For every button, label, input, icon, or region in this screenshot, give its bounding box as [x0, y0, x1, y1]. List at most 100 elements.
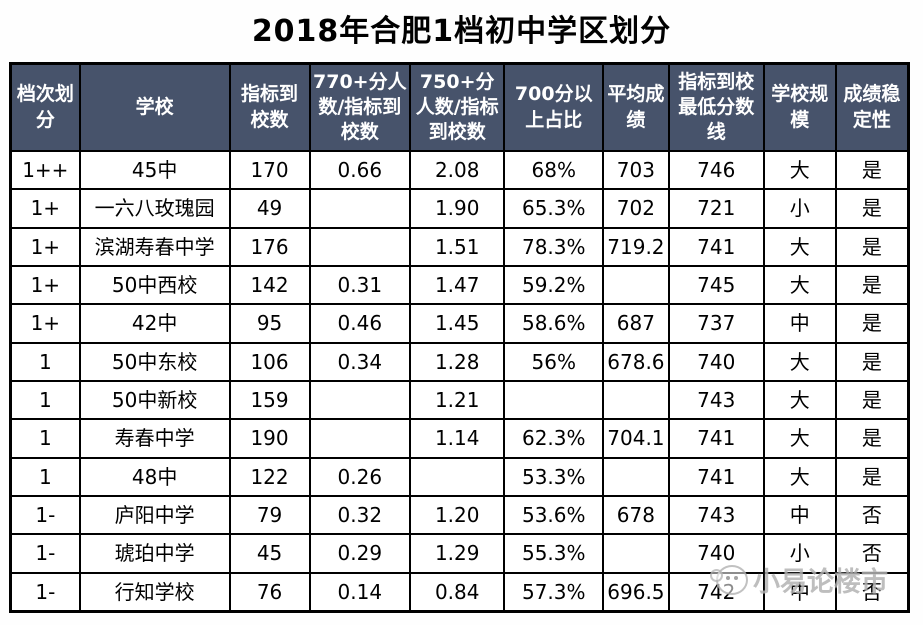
table-row: 1+ 42中 95 0.46 1.45 58.6% 687 737 中是 — [9, 303, 910, 344]
column-header-tier: 档次划分 — [9, 62, 81, 152]
table-cell: 1- — [9, 494, 81, 536]
table-cell: 49 — [228, 188, 311, 229]
table-cell: 1+ — [9, 226, 81, 267]
table-cell: 1.51 — [409, 226, 506, 267]
table-cell — [602, 379, 670, 421]
table-cell: 中 — [762, 571, 837, 613]
table-cell: 0.29 — [308, 533, 412, 574]
table-cell: 48中 — [78, 456, 231, 497]
table-row: 1+ 50中西校 142 0.31 1.47 59.2% 745 大是 — [9, 264, 910, 306]
table-cell: 是 — [834, 303, 910, 344]
table-cell: 740 — [667, 533, 765, 574]
table-cell: 55.3% — [503, 533, 605, 574]
table-cell: 1 — [9, 341, 81, 382]
table-cell: 庐阳中学 — [78, 494, 231, 536]
table-cell: 是 — [834, 188, 910, 229]
column-header-750-ratio: 750+分人数/指标到校数 — [409, 62, 506, 152]
table-cell — [308, 418, 412, 459]
column-header-770-ratio: 770+分人数/指标到校数 — [308, 62, 412, 152]
table-cell: 1 — [9, 418, 81, 459]
table-cell: 1.28 — [409, 341, 506, 382]
table-row: 1 48中 122 0.26 53.3% 741 大是 — [9, 456, 910, 497]
table-cell: 78.3% — [503, 226, 605, 267]
table-cell: 1.29 — [409, 533, 506, 574]
table-cell: 1++ — [9, 149, 81, 191]
table-cell: 0.84 — [409, 571, 506, 613]
table-cell: 142 — [228, 264, 311, 306]
table-cell: 1+ — [9, 188, 81, 229]
table-cell: 否 — [834, 533, 910, 574]
table-cell: 53.6% — [503, 494, 605, 536]
table-cell: 678 — [602, 494, 670, 536]
table-row: 1- 琥珀中学 45 0.29 1.29 55.3% 740 小否 — [9, 533, 910, 574]
table-cell: 687 — [602, 303, 670, 344]
table-body: 1++ 45中 170 0.66 2.08 68% 703 746 大是 1+ 一六八玫瑰园 49 1.… — [9, 149, 910, 613]
table-cell: 45 — [228, 533, 311, 574]
table-cell — [503, 379, 605, 421]
table-cell: 是 — [834, 418, 910, 459]
table-row: 1- 行知学校 76 0.14 0.84 57.3% 696.5 742 中否 — [9, 571, 910, 613]
table-row: 1 50中新校 159 1.21 743 大是 — [9, 379, 910, 421]
table-cell: 1.14 — [409, 418, 506, 459]
table-cell: 2.08 — [409, 149, 506, 191]
table-cell: 1+ — [9, 303, 81, 344]
table-cell: 76 — [228, 571, 311, 613]
table-cell: 1.45 — [409, 303, 506, 344]
column-header-min-score-line: 指标到校最低分数线 — [667, 62, 765, 152]
table-cell: 741 — [667, 418, 765, 459]
table-cell: 0.31 — [308, 264, 412, 306]
table-cell: 否 — [834, 571, 910, 613]
table-cell: 702 — [602, 188, 670, 229]
table-cell: 42中 — [78, 303, 231, 344]
table-cell: 58.6% — [503, 303, 605, 344]
table-cell: 50中新校 — [78, 379, 231, 421]
table-cell: 是 — [834, 379, 910, 421]
table-cell — [602, 456, 670, 497]
column-header-700-percent: 700分以上占比 — [503, 62, 605, 152]
table-cell: 53.3% — [503, 456, 605, 497]
table-cell: 56% — [503, 341, 605, 382]
table-cell — [308, 226, 412, 267]
table-cell: 59.2% — [503, 264, 605, 306]
table-cell: 743 — [667, 379, 765, 421]
column-header-quota-count: 指标到校数 — [228, 62, 311, 152]
table-row: 1- 庐阳中学 79 0.32 1.20 53.6% 678 743 中否 — [9, 494, 910, 536]
table-row: 1++ 45中 170 0.66 2.08 68% 703 746 大是 — [9, 149, 910, 191]
table-cell: 1 — [9, 379, 81, 421]
table-cell: 106 — [228, 341, 311, 382]
table-cell: 190 — [228, 418, 311, 459]
table-cell: 0.66 — [308, 149, 412, 191]
table-cell: 1.47 — [409, 264, 506, 306]
table-cell: 703 — [602, 149, 670, 191]
table-cell: 1- — [9, 533, 81, 574]
table-cell: 一六八玫瑰园 — [78, 188, 231, 229]
table-cell — [602, 533, 670, 574]
table-row: 1 寿春中学 190 1.14 62.3% 704.1 741 大是 — [9, 418, 910, 459]
table-cell: 是 — [834, 226, 910, 267]
table-cell: 176 — [228, 226, 311, 267]
table-header: 档次划分 学校 指标到校数 770+分人数/指标到校数 750+分人数/指标到校… — [9, 62, 910, 152]
table-cell: 159 — [228, 379, 311, 421]
table-cell: 寿春中学 — [78, 418, 231, 459]
table-cell: 741 — [667, 226, 765, 267]
table-cell: 否 — [834, 494, 910, 536]
table-cell: 1- — [9, 571, 81, 613]
table-cell: 0.46 — [308, 303, 412, 344]
page-title: 2018年合肥1档初中学区划分 — [251, 14, 672, 49]
table-cell: 45中 — [78, 149, 231, 191]
table-cell — [308, 379, 412, 421]
table-cell: 79 — [228, 494, 311, 536]
table-cell: 1+ — [9, 264, 81, 306]
table-cell: 1 — [9, 456, 81, 497]
table-cell: 0.32 — [308, 494, 412, 536]
table-cell — [409, 456, 506, 497]
table-cell: 小 — [762, 188, 837, 229]
table-cell: 是 — [834, 149, 910, 191]
table-cell: 62.3% — [503, 418, 605, 459]
table-cell: 大 — [762, 456, 837, 497]
table-cell: 是 — [834, 264, 910, 306]
table-cell: 740 — [667, 341, 765, 382]
table-cell: 大 — [762, 226, 837, 267]
table-cell: 大 — [762, 264, 837, 306]
